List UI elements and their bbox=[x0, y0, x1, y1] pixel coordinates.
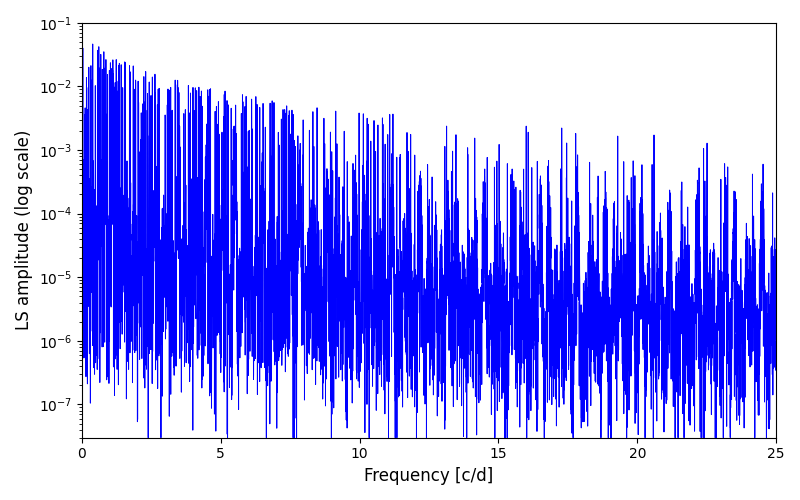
X-axis label: Frequency [c/d]: Frequency [c/d] bbox=[364, 467, 494, 485]
Y-axis label: LS amplitude (log scale): LS amplitude (log scale) bbox=[15, 130, 33, 330]
